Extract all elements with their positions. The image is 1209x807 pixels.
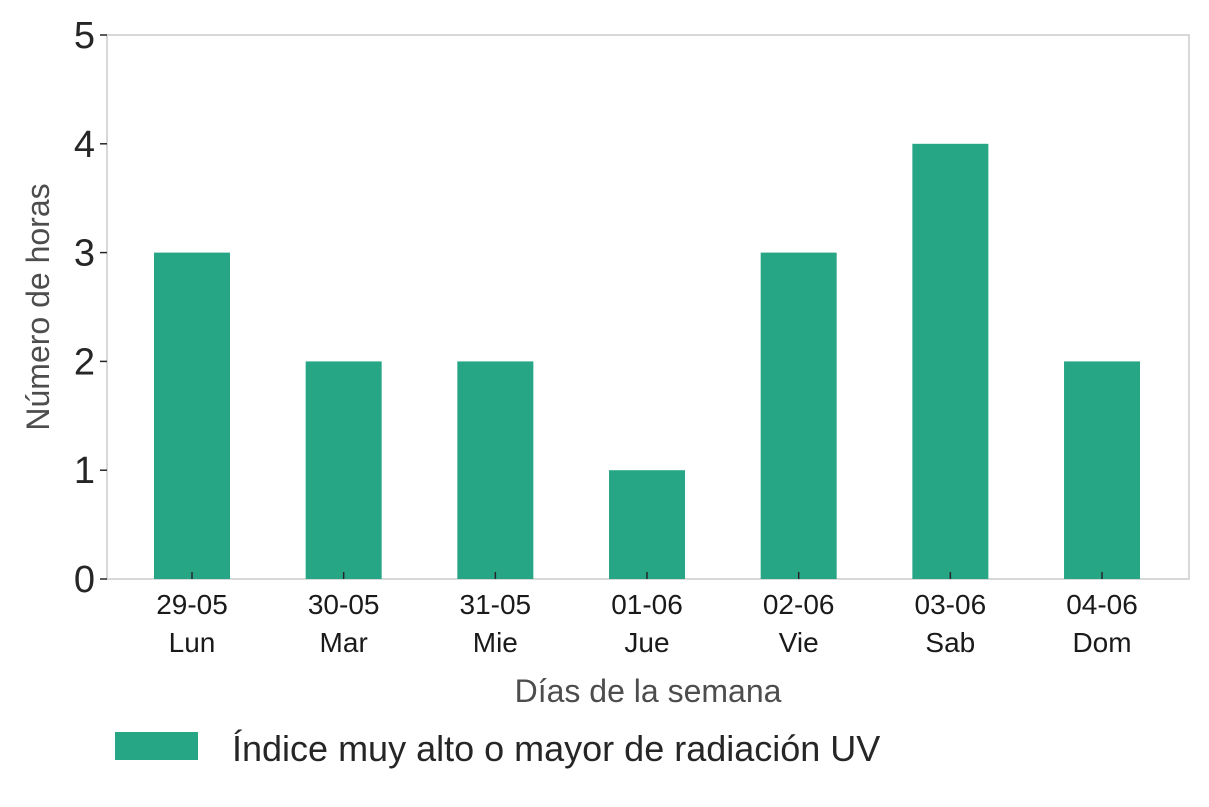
legend-swatch: [115, 732, 198, 760]
x-tick-label-date: 01-06: [611, 589, 683, 620]
x-tick-label-date: 31-05: [460, 589, 532, 620]
x-tick-label-day: Sab: [925, 627, 975, 658]
y-axis-label: Número de horas: [20, 183, 56, 430]
y-axis: 0 1 2 3 4 5: [74, 15, 107, 601]
x-tick-label-date: 04-06: [1066, 589, 1138, 620]
legend: Índice muy alto o mayor de radiación UV: [115, 728, 880, 769]
bar: [457, 361, 534, 579]
bars-group: [154, 143, 1141, 580]
x-tick-label-date: 03-06: [915, 589, 987, 620]
bar: [609, 470, 686, 579]
x-axis: 29-05 Lun 30-05 Mar 31-05 Mie 01-06 Jue 02-06 Vie…: [156, 572, 1138, 658]
y-tick-label: 2: [74, 341, 95, 383]
x-tick-label-date: 29-05: [156, 589, 228, 620]
x-tick-label-day: Mie: [473, 627, 518, 658]
legend-label: Índice muy alto o mayor de radiación UV: [232, 728, 880, 769]
bar: [760, 252, 837, 579]
bar: [154, 252, 230, 579]
x-axis-label: Días de la semana: [515, 673, 782, 709]
x-tick-label-day: Lun: [169, 627, 216, 658]
y-tick-label: 4: [74, 124, 95, 166]
x-tick-label-day: Dom: [1072, 627, 1131, 658]
y-tick-label: 5: [74, 15, 95, 57]
y-tick-label: 3: [74, 233, 95, 275]
x-tick-label-day: Jue: [624, 627, 669, 658]
x-tick-label-day: Mar: [320, 627, 368, 658]
x-tick-label-day: Vie: [779, 627, 819, 658]
x-tick-label-date: 30-05: [308, 589, 380, 620]
x-tick-label-date: 02-06: [763, 589, 835, 620]
y-tick-label: 0: [74, 559, 95, 601]
y-tick-label: 1: [74, 450, 95, 492]
bar: [1064, 361, 1141, 579]
bar: [912, 143, 989, 580]
bar: [305, 361, 382, 579]
